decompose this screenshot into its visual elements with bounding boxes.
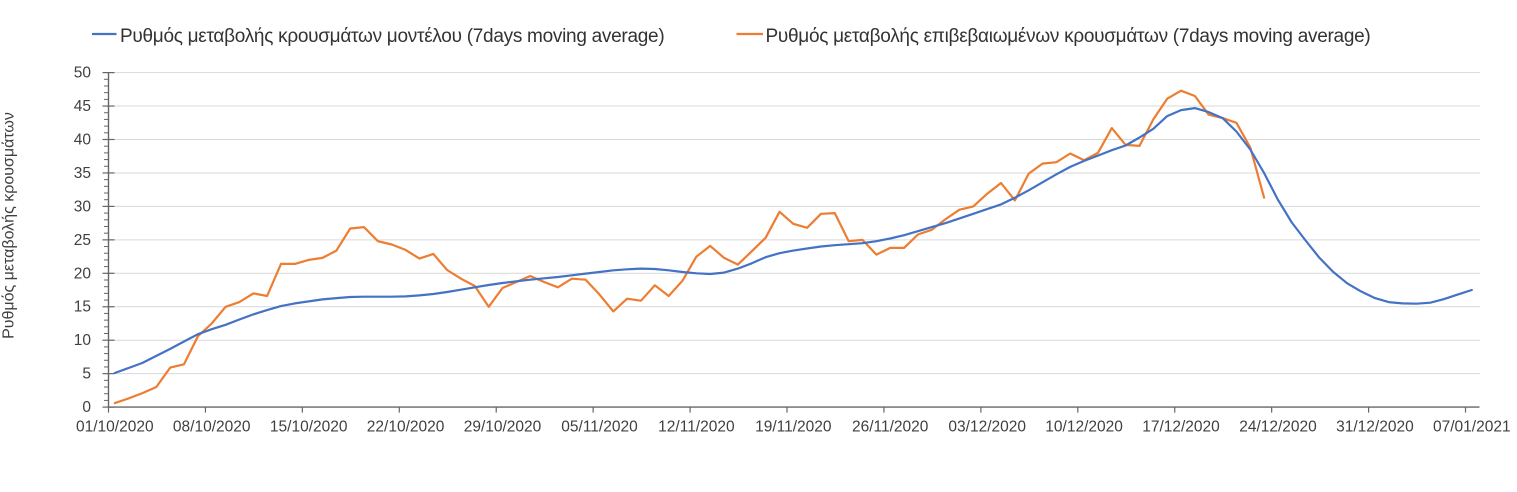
svg-text:31/12/2020: 31/12/2020 [1336, 419, 1414, 436]
svg-text:19/11/2020: 19/11/2020 [755, 419, 832, 436]
svg-text:25: 25 [74, 232, 91, 249]
svg-text:07/01/2021: 07/01/2021 [1433, 419, 1511, 436]
svg-text:0: 0 [82, 399, 91, 416]
svg-text:Ρυθμός μεταβολής κρουσμάτων μο: Ρυθμός μεταβολής κρουσμάτων μοντέλου (7d… [120, 26, 664, 47]
svg-text:29/10/2020: 29/10/2020 [464, 419, 542, 436]
svg-text:08/10/2020: 08/10/2020 [173, 419, 251, 436]
svg-text:10/12/2020: 10/12/2020 [1045, 419, 1123, 436]
svg-text:01/10/2020: 01/10/2020 [76, 419, 154, 436]
svg-text:15: 15 [74, 299, 91, 316]
svg-text:Ρυθμός μεταβολής κρουσμάτων: Ρυθμός μεταβολής κρουσμάτων [1, 112, 18, 339]
svg-text:12/11/2020: 12/11/2020 [658, 419, 735, 436]
svg-text:Ρυθμός μεταβολής επιβεβαιωμένω: Ρυθμός μεταβολής επιβεβαιωμένων κρουσμάτ… [766, 26, 1371, 47]
svg-text:20: 20 [74, 265, 92, 282]
svg-text:45: 45 [74, 98, 91, 115]
svg-text:17/12/2020: 17/12/2020 [1142, 419, 1220, 436]
svg-text:26/11/2020: 26/11/2020 [852, 419, 929, 436]
svg-text:50: 50 [74, 65, 92, 82]
svg-text:30: 30 [74, 198, 92, 215]
svg-text:10: 10 [74, 332, 92, 349]
svg-text:15/10/2020: 15/10/2020 [270, 419, 348, 436]
svg-text:05/11/2020: 05/11/2020 [561, 419, 638, 436]
svg-text:35: 35 [74, 165, 91, 182]
svg-text:03/12/2020: 03/12/2020 [948, 419, 1026, 436]
svg-text:24/12/2020: 24/12/2020 [1239, 419, 1317, 436]
svg-text:40: 40 [74, 132, 92, 149]
svg-text:22/10/2020: 22/10/2020 [367, 419, 445, 436]
svg-text:5: 5 [82, 366, 91, 383]
